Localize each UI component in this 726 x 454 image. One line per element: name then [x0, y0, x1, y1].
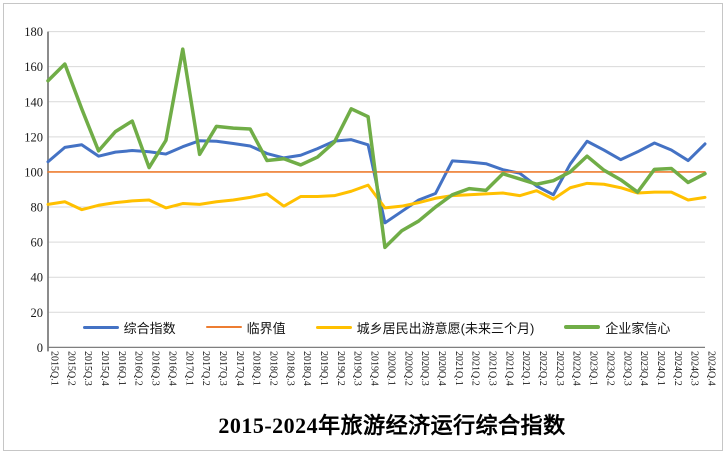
x-tick-label: 2024Q.4	[706, 351, 717, 386]
legend-label-composite-index: 综合指数	[123, 320, 176, 336]
y-tick-label: 100	[24, 165, 43, 179]
x-tick-label: 2020Q.4	[436, 351, 447, 386]
legend-item-entrepreneur-confidence: 企业家信心	[564, 318, 670, 337]
x-tick-label: 2016Q.4	[166, 351, 177, 386]
x-tick-label: 2023Q.4	[638, 351, 649, 386]
x-tick-label: 2022Q.2	[537, 351, 548, 386]
y-tick-label: 80	[31, 201, 44, 215]
legend-swatch-composite-index	[82, 325, 119, 329]
x-tick-label: 2023Q.3	[621, 351, 632, 386]
x-tick-label: 2016Q.3	[150, 351, 161, 386]
x-tick-label: 2024Q.1	[655, 351, 666, 386]
x-tick-label: 2022Q.3	[554, 351, 565, 386]
x-tick-label: 2016Q.2	[133, 351, 144, 386]
x-tick-label: 2020Q.3	[419, 351, 430, 386]
x-tick-label: 2023Q.1	[588, 351, 599, 386]
y-tick-label: 40	[31, 271, 44, 285]
x-tick-label: 2021Q.4	[503, 351, 514, 386]
legend-item-composite-index: 综合指数	[82, 318, 176, 337]
x-tick-label: 2020Q.1	[385, 351, 396, 386]
x-tick-label: 2015Q.1	[49, 351, 60, 386]
x-tick-label: 2019Q.2	[335, 351, 346, 386]
y-tick-label: 60	[31, 236, 44, 250]
x-tick-label: 2015Q.3	[82, 351, 93, 386]
x-tick-label: 2022Q.1	[520, 351, 531, 386]
x-tick-label: 2018Q.2	[268, 351, 279, 386]
x-tick-label: 2023Q.2	[604, 351, 615, 386]
x-tick-label: 2017Q.3	[217, 351, 228, 386]
legend-swatch-critical-value	[205, 326, 242, 328]
legend-swatch-travel-willingness	[315, 325, 352, 329]
x-tick-label: 2024Q.3	[689, 351, 700, 386]
x-tick-label: 2020Q.2	[402, 351, 413, 386]
legend: 综合指数 临界值 城乡居民出游意愿(未来三个月) 企业家信心	[48, 318, 705, 336]
x-tick-label: 2018Q.3	[284, 351, 295, 386]
x-tick-label: 2015Q.2	[65, 351, 76, 386]
x-tick-label: 2019Q.4	[369, 351, 380, 386]
legend-item-critical-value: 临界值	[205, 318, 286, 337]
y-tick-label: 180	[24, 25, 43, 39]
x-tick-label: 2019Q.3	[352, 351, 363, 386]
legend-label-travel-willingness: 城乡居民出游意愿(未来三个月)	[356, 320, 535, 336]
x-tick-label: 2021Q.1	[453, 351, 464, 386]
x-tick-label: 2017Q.2	[200, 351, 211, 386]
chart-title: 2015-2024年旅游经济运行综合指数	[218, 413, 566, 438]
y-tick-label: 160	[24, 60, 43, 74]
legend-item-travel-willingness: 城乡居民出游意愿(未来三个月)	[315, 318, 535, 337]
series-line-travel-willingness	[46, 181, 707, 212]
legend-label-entrepreneur-confidence: 企业家信心	[605, 320, 671, 336]
x-tick-label: 2018Q.1	[251, 351, 262, 386]
x-tick-label: 2021Q.3	[487, 351, 498, 386]
legend-swatch-entrepreneur-confidence	[564, 325, 601, 329]
x-tick-label: 2022Q.4	[571, 351, 582, 386]
x-tick-label: 2018Q.4	[301, 351, 312, 386]
x-tick-label: 2017Q.1	[183, 351, 194, 386]
x-tick-label: 2024Q.2	[672, 351, 683, 386]
x-tick-label: 2019Q.1	[318, 351, 329, 386]
x-tick-label: 2021Q.2	[470, 351, 481, 386]
y-tick-label: 0	[37, 341, 43, 355]
y-tick-label: 20	[31, 306, 44, 320]
series-line-entrepreneur-confidence	[46, 47, 707, 250]
x-tick-label: 2016Q.1	[116, 351, 127, 386]
x-tick-label: 2017Q.4	[234, 351, 245, 386]
y-tick-label: 120	[24, 130, 43, 144]
y-tick-label: 140	[24, 95, 43, 109]
axes	[47, 31, 705, 352]
legend-label-critical-value: 临界值	[246, 320, 286, 336]
x-tick-label: 2015Q.4	[99, 351, 110, 386]
y-axis-labels: 0 20 40 60 80 100 120 140 160 180	[24, 25, 43, 355]
x-axis-labels: 2015Q.1 2015Q.2 2015Q.3 2015Q.4 2016Q.1 2016Q…	[49, 351, 717, 386]
